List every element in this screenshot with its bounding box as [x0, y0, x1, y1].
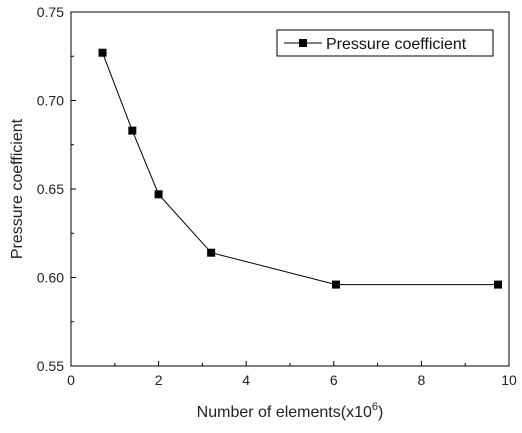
y-tick-label: 0.70	[37, 93, 64, 109]
legend-square-marker-icon	[299, 39, 307, 47]
x-tick-label: 4	[242, 372, 250, 388]
x-axis-title-close: )	[378, 404, 383, 421]
y-tick-label: 0.65	[37, 181, 64, 197]
data-point-marker	[98, 48, 107, 57]
data-point-marker	[128, 126, 137, 135]
y-tick-label: 0.60	[37, 270, 64, 286]
y-tick-label: 0.55	[37, 358, 64, 374]
data-point-marker	[494, 280, 503, 289]
x-tick-label: 6	[330, 372, 338, 388]
y-tick-label: 0.75	[37, 4, 64, 20]
y-axis-title: Pressure coefficient	[9, 118, 26, 259]
plot-frame	[70, 11, 510, 367]
x-axis-title: Number of elements(x106)	[197, 401, 384, 421]
data-point-marker	[331, 280, 340, 289]
axis-tick-labels: 0 2 4 6 8 10 0.55 0.60 0.65 0.70 0.75	[37, 4, 517, 388]
series-layer	[98, 48, 503, 289]
data-point-marker	[154, 190, 163, 199]
x-axis-title-text: Number of elements(x10	[197, 404, 372, 421]
legend-entry-label: Pressure coefficient	[326, 36, 467, 53]
x-tick-label: 8	[418, 372, 426, 388]
x-tick-label: 10	[501, 372, 517, 388]
x-tick-label: 2	[155, 372, 163, 388]
x-axis-title-exponent: 6	[372, 401, 378, 413]
x-tick-label: 0	[67, 372, 75, 388]
axis-ticks	[70, 11, 510, 367]
legend: Pressure coefficient	[276, 29, 494, 57]
data-point-marker	[207, 248, 216, 257]
series-line	[102, 52, 499, 286]
